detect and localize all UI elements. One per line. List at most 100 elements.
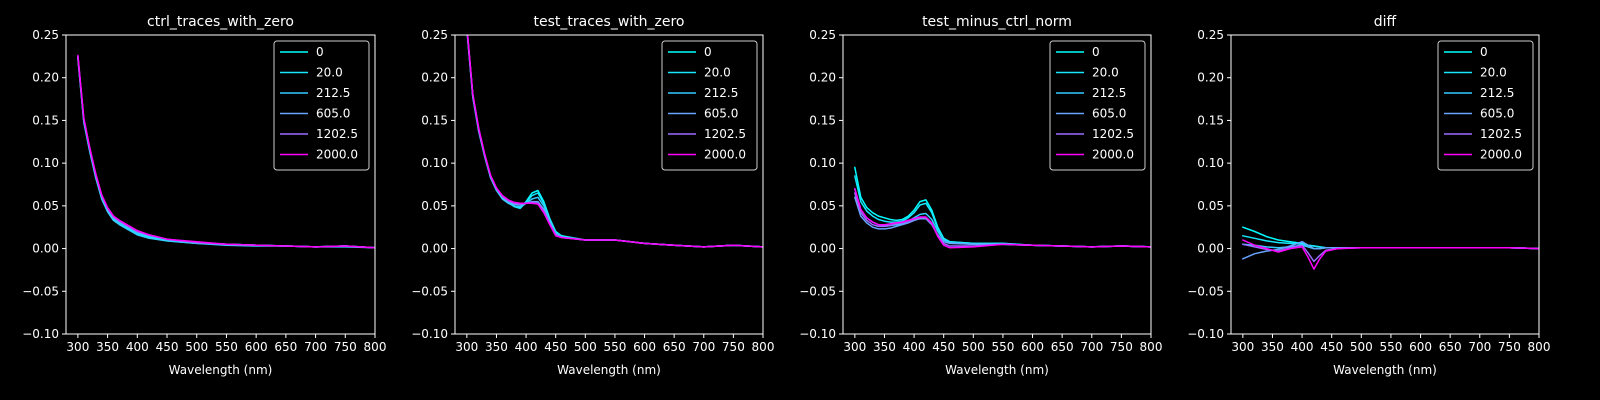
series-lines	[854, 166, 1151, 249]
x-tick-label: 550	[1379, 340, 1402, 354]
series-line-3	[1242, 240, 1539, 260]
legend-label: 605.0	[704, 107, 738, 121]
x-tick-label: 650	[1051, 340, 1074, 354]
x-axis-label: Wavelength (nm)	[169, 363, 273, 377]
legend-label: 0	[1480, 45, 1488, 59]
x-tick-label: 500	[185, 340, 208, 354]
x-tick-label: 400	[126, 340, 149, 354]
x-tick-label: 500	[574, 340, 597, 354]
x-tick-label: 700	[1468, 340, 1491, 354]
legend-label: 0	[316, 45, 324, 59]
legend-label: 20.0	[1092, 66, 1119, 80]
y-tick-label: 0.10	[1197, 156, 1224, 170]
x-tick-label: 650	[663, 340, 686, 354]
legend-label: 1202.5	[1092, 127, 1134, 141]
x-tick-label: 450	[544, 340, 567, 354]
chart-panel-2: test_traces_with_zero 300 350 400 450 500 550 6…	[411, 14, 774, 377]
x-tick-label: 750	[1110, 340, 1133, 354]
chart-title: test_minus_ctrl_norm	[922, 14, 1072, 30]
y-tick-label: 0.20	[32, 71, 59, 85]
y-tick-label: −0.05	[411, 284, 448, 298]
y-tick-label: 0.10	[809, 156, 836, 170]
legend-label: 2000.0	[1480, 148, 1522, 162]
y-tick-label: 0.25	[421, 28, 448, 42]
series-line-5	[77, 54, 375, 249]
chart-title: ctrl_traces_with_zero	[147, 14, 294, 30]
series-line-5	[854, 188, 1151, 249]
y-tick-label: 0.00	[809, 242, 836, 256]
x-tick-label: 350	[96, 340, 119, 354]
x-tick-label: 750	[722, 340, 745, 354]
x-tick-label: 800	[752, 340, 775, 354]
x-tick-label: 300	[66, 340, 89, 354]
y-tick-label: 0.20	[1197, 71, 1224, 85]
chart-panel-3: test_minus_ctrl_norm 300 350 400 450 500 550 60…	[799, 14, 1162, 377]
legend-label: 0	[1092, 45, 1100, 59]
x-tick-label: 750	[334, 340, 357, 354]
axes-frame	[65, 34, 376, 335]
y-tick-label: −0.10	[411, 327, 448, 341]
x-tick-label: 350	[485, 340, 508, 354]
series-lines	[1242, 226, 1539, 270]
x-tick-label: 600	[633, 340, 656, 354]
legend-label: 605.0	[316, 107, 350, 121]
y-tick-label: 0.20	[421, 71, 448, 85]
x-tick-label: 450	[932, 340, 955, 354]
x-tick-label: 600	[1021, 340, 1044, 354]
y-tick-label: 0.25	[809, 28, 836, 42]
series-line-5	[466, 35, 763, 248]
legend-label: 212.5	[1092, 86, 1126, 100]
legend: 0 20.0 212.5 605.0 1202.5 2000.0	[661, 40, 758, 171]
x-tick-label: 550	[215, 340, 238, 354]
y-tick-label: 0.15	[1197, 113, 1224, 127]
x-tick-label: 500	[1350, 340, 1373, 354]
x-tick-label: 750	[1498, 340, 1521, 354]
y-tick-label: 0.05	[421, 199, 448, 213]
y-tick-label: −0.05	[799, 284, 836, 298]
x-tick-label: 350	[873, 340, 896, 354]
x-tick-label: 700	[304, 340, 327, 354]
legend-label: 1202.5	[316, 127, 358, 141]
axes-frame	[842, 34, 1152, 335]
axes-frame	[454, 34, 764, 335]
x-axis-label: Wavelength (nm)	[1333, 363, 1437, 377]
x-tick-label: 600	[1409, 340, 1432, 354]
y-tick-label: −0.10	[799, 327, 836, 341]
legend-label: 20.0	[704, 66, 731, 80]
x-tick-label: 650	[1439, 340, 1462, 354]
x-tick-label: 800	[1528, 340, 1551, 354]
chart-panel-4: diff 300 350 400 450 500 550 600 650 700 750 800 0.2…	[1187, 14, 1550, 377]
legend-label: 2000.0	[704, 148, 746, 162]
legend-label: 20.0	[316, 66, 343, 80]
y-tick-label: 0.15	[32, 113, 59, 127]
chart-title: diff	[1374, 14, 1397, 30]
x-tick-label: 300	[1231, 340, 1254, 354]
legend-label: 1202.5	[704, 127, 746, 141]
legend-label: 2000.0	[316, 148, 358, 162]
legend-label: 605.0	[1480, 107, 1514, 121]
legend-label: 212.5	[1480, 86, 1514, 100]
series-line-2	[854, 188, 1151, 248]
series-lines	[77, 54, 375, 249]
legend: 0 20.0 212.5 605.0 1202.5 2000.0	[273, 40, 370, 171]
legend-label: 2000.0	[1092, 148, 1134, 162]
y-tick-label: 0.25	[1197, 28, 1224, 42]
chart-title: test_traces_with_zero	[534, 14, 685, 30]
x-tick-label: 400	[1291, 340, 1314, 354]
x-tick-label: 450	[1320, 340, 1343, 354]
legend-label: 20.0	[1480, 66, 1507, 80]
legend: 0 20.0 212.5 605.0 1202.5 2000.0	[1437, 40, 1534, 171]
x-tick-label: 800	[1140, 340, 1163, 354]
legend-label: 212.5	[316, 86, 350, 100]
y-tick-label: −0.10	[1187, 327, 1224, 341]
legend-label: 0	[704, 45, 712, 59]
series-line-1	[854, 175, 1151, 248]
x-axis-label: Wavelength (nm)	[557, 363, 661, 377]
x-tick-label: 350	[1261, 340, 1284, 354]
y-tick-label: 0.10	[421, 156, 448, 170]
legend-label: 1202.5	[1480, 127, 1522, 141]
y-tick-label: −0.10	[22, 327, 59, 341]
series-line-0	[854, 166, 1151, 248]
x-tick-label: 700	[1080, 340, 1103, 354]
legend: 0 20.0 212.5 605.0 1202.5 2000.0	[1049, 40, 1146, 171]
